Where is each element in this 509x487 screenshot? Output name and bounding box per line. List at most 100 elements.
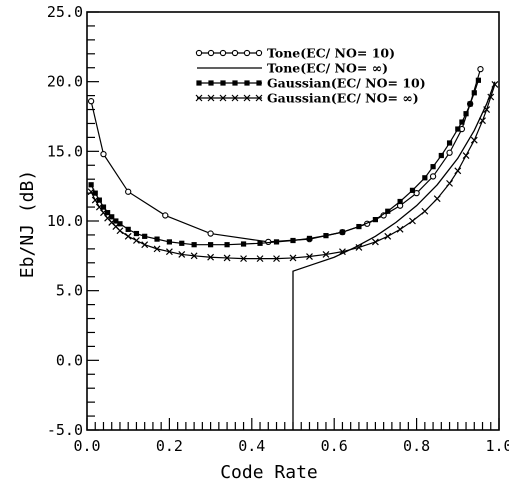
data-point [454, 167, 462, 175]
data-point [306, 235, 313, 242]
y-tick-label: 10.0 [47, 212, 83, 230]
x-tick-label: 0.0 [73, 437, 100, 455]
data-point [195, 94, 203, 102]
data-point [207, 94, 215, 102]
data-point [124, 232, 132, 240]
data-point [196, 80, 202, 86]
data-point [195, 49, 203, 57]
data-point [463, 111, 469, 117]
data-point [396, 225, 404, 233]
data-point [409, 187, 416, 193]
series-2 [292, 81, 496, 430]
data-point [323, 233, 329, 239]
series-line [90, 84, 496, 260]
data-point [306, 253, 313, 260]
data-point [109, 214, 115, 220]
data-point [384, 232, 392, 240]
data-point [179, 240, 185, 246]
x-tick-label: 0.2 [156, 437, 183, 455]
data-point [224, 242, 230, 248]
data-point [166, 239, 172, 245]
tick-labels: 0.0 0.2 0.4 0.6 0.8 1.0-5.00.05.010.015.020.0… [47, 3, 509, 455]
data-point [290, 237, 296, 244]
data-point [125, 226, 131, 232]
data-point [273, 239, 280, 245]
x-tick-label: 1.0 [485, 437, 509, 455]
data-point [243, 94, 251, 102]
data-point [446, 149, 453, 156]
data-point [208, 242, 214, 248]
data-point [133, 230, 140, 237]
data-point [208, 80, 214, 86]
data-point [257, 240, 263, 246]
data-point [117, 221, 123, 227]
data-point [231, 94, 239, 102]
data-point [256, 80, 262, 86]
data-point [87, 188, 95, 196]
data-point [356, 223, 362, 230]
data-point [339, 229, 346, 235]
data-point [339, 248, 346, 256]
data-point [153, 245, 161, 253]
data-point [240, 255, 247, 263]
data-point [397, 198, 403, 205]
data-point [100, 150, 107, 158]
data-point [219, 49, 227, 57]
data-point [355, 244, 363, 251]
data-point [100, 209, 107, 217]
data-point [223, 254, 231, 262]
data-point [207, 253, 215, 261]
data-point [240, 241, 247, 247]
data-point [371, 238, 379, 246]
data-point [433, 195, 441, 203]
data-point [162, 212, 169, 219]
data-point [105, 210, 111, 216]
data-point [479, 117, 486, 125]
y-tick-label: 20.0 [47, 73, 83, 91]
data-point [475, 77, 481, 83]
data-point [491, 81, 499, 88]
data-point [95, 203, 103, 211]
x-axis-title: Code Rate [220, 462, 318, 483]
data-point [100, 204, 107, 210]
data-point [422, 175, 428, 181]
data-point [438, 152, 444, 159]
legend: Tone(EC/ NO= 10)Tone(EC/ NO= ∞)Gaussian(… [195, 46, 426, 106]
legend-entry: Gaussian(EC/ NO= ∞) [195, 91, 419, 106]
data-point [409, 217, 416, 225]
data-point [220, 80, 226, 86]
data-point [483, 106, 491, 113]
series-layer [87, 65, 499, 430]
data-point [133, 237, 140, 244]
y-tick-label: -5.0 [47, 421, 83, 439]
x-tick-label: 0.8 [403, 437, 430, 455]
data-point [154, 236, 160, 242]
legend-entry: Tone(EC/ NO= 10) [195, 46, 395, 61]
data-point [455, 126, 461, 132]
data-point [232, 80, 238, 86]
legend-label: Tone(EC/ NO= 10) [267, 46, 395, 61]
data-point [207, 49, 215, 57]
data-point [116, 227, 124, 235]
series-3 [88, 77, 481, 248]
data-point [255, 94, 263, 102]
data-point [487, 93, 495, 101]
data-point [141, 241, 149, 249]
legend-label: Gaussian(EC/ NO= 10) [267, 76, 426, 91]
y-tick-label: 5.0 [56, 282, 83, 300]
data-point [289, 254, 297, 262]
data-point [256, 255, 264, 263]
data-point [462, 152, 470, 159]
data-point [219, 94, 227, 102]
data-point [372, 217, 378, 223]
legend-entry: Gaussian(EC/ NO= 10) [196, 76, 426, 91]
data-point [87, 98, 95, 105]
data-point [91, 196, 99, 204]
data-point [467, 101, 473, 107]
data-point [385, 208, 391, 214]
data-point [113, 218, 119, 224]
data-point [190, 252, 198, 260]
data-point [446, 179, 453, 187]
data-point [165, 248, 173, 256]
